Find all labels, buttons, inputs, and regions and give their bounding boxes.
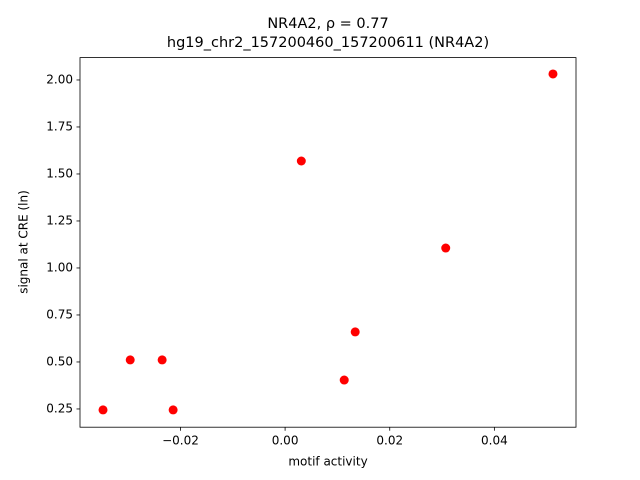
y-axis-label: signal at CRE (ln) <box>17 190 31 294</box>
point <box>98 405 108 415</box>
point <box>339 375 349 385</box>
y-tick-label: 1.25 <box>46 213 73 227</box>
x-tick-label: −0.02 <box>162 434 199 448</box>
y-tick-label: 1.50 <box>46 166 73 180</box>
x-tick-label: 0.00 <box>272 434 299 448</box>
y-tick-label: 1.00 <box>46 260 73 274</box>
point <box>125 355 135 365</box>
chart-subtitle: hg19_chr2_157200460_157200611 (NR4A2) <box>167 35 489 51</box>
point <box>157 355 167 365</box>
y-tick-label: 2.00 <box>46 72 73 86</box>
chart-title: NR4A2, ρ = 0.77 <box>267 16 388 32</box>
x-tick-label: 0.02 <box>376 434 403 448</box>
point <box>350 327 360 337</box>
y-tick-label: 0.50 <box>46 354 73 368</box>
x-tick-label: 0.04 <box>481 434 508 448</box>
y-tick-label: 1.75 <box>46 119 73 133</box>
y-tick-label: 0.25 <box>46 401 73 415</box>
point <box>548 69 558 79</box>
point <box>168 405 178 415</box>
x-axis-label: motif activity <box>288 455 367 469</box>
point <box>441 243 451 253</box>
point <box>296 156 306 166</box>
y-tick-label: 0.75 <box>46 307 73 321</box>
plot-frame <box>79 57 577 428</box>
